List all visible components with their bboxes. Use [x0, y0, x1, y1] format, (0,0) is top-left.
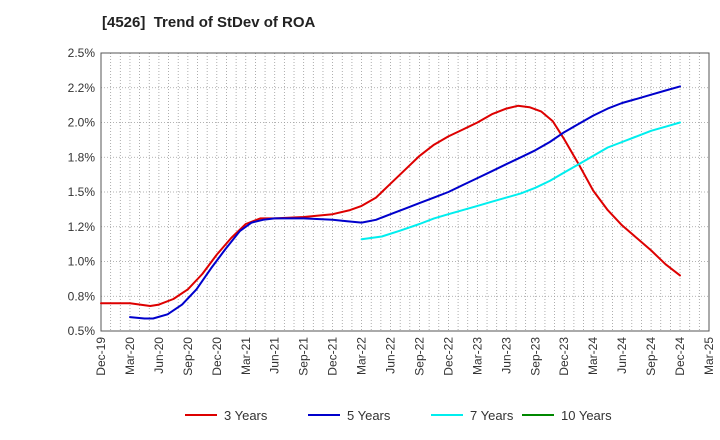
- x-tick-label: Jun-22: [384, 337, 398, 374]
- chart-title: [4526] Trend of StDev of ROA: [102, 14, 316, 31]
- x-tick-label: Jun-20: [152, 337, 166, 374]
- x-tick-label: Sep-21: [297, 337, 311, 376]
- series-line-7-years: [360, 121, 681, 241]
- y-tick-label: 2.5%: [68, 46, 96, 60]
- y-tick-label: 2.2%: [68, 81, 96, 95]
- x-tick-label: Mar-21: [239, 337, 253, 375]
- x-tick-label: Mar-25: [702, 337, 716, 375]
- x-tick-label: Dec-22: [441, 337, 455, 376]
- x-tick-label: Sep-24: [644, 337, 658, 376]
- legend-label: 3 Years: [224, 408, 268, 423]
- x-tick-label: Mar-20: [123, 337, 137, 375]
- x-tick-label: Dec-23: [557, 337, 571, 376]
- legend-label: 5 Years: [347, 408, 391, 423]
- x-tick-label: Jun-24: [615, 337, 629, 374]
- x-tick-label: Dec-19: [94, 337, 108, 376]
- x-axis-ticks: Dec-19 Mar-20 Jun-20 Sep-20 Dec-20 Mar-21 Jun-…: [94, 337, 716, 376]
- x-tick-label: Mar-22: [355, 337, 369, 375]
- x-tick-label: Mar-23: [470, 337, 484, 375]
- x-tick-label: Jun-23: [499, 337, 513, 374]
- x-tick-label: Sep-23: [528, 337, 542, 376]
- y-tick-label: 0.8%: [68, 289, 96, 303]
- x-tick-label: Sep-20: [181, 337, 195, 376]
- x-tick-label: Mar-24: [586, 337, 600, 375]
- plot-area-border: [100, 52, 710, 332]
- series-line-3-years: [100, 104, 681, 307]
- x-tick-label: Dec-21: [326, 337, 340, 376]
- y-tick-label: 0.5%: [68, 324, 96, 338]
- series-lines: [100, 85, 681, 320]
- legend-label: 7 Years: [470, 408, 514, 423]
- y-tick-label: 1.5%: [68, 185, 96, 199]
- x-tick-label: Sep-22: [412, 337, 426, 376]
- x-tick-label: Dec-24: [673, 337, 687, 376]
- x-tick-label: Jun-21: [268, 337, 282, 374]
- y-tick-label: 2.0%: [68, 116, 96, 130]
- y-tick-label: 1.0%: [68, 255, 96, 269]
- series-line-5-years: [129, 85, 681, 320]
- legend-label: 10 Years: [561, 408, 612, 423]
- y-tick-label: 1.2%: [68, 220, 96, 234]
- legend: 3 Years 5 Years 7 Years 10 Years: [185, 408, 612, 423]
- y-tick-label: 1.8%: [68, 150, 96, 164]
- grid: [101, 53, 709, 331]
- x-tick-label: Dec-20: [210, 337, 224, 376]
- y-axis-ticks: 0.5% 0.8% 1.0% 1.2% 1.5% 1.8% 2.0% 2.2% 2.5%: [68, 46, 96, 338]
